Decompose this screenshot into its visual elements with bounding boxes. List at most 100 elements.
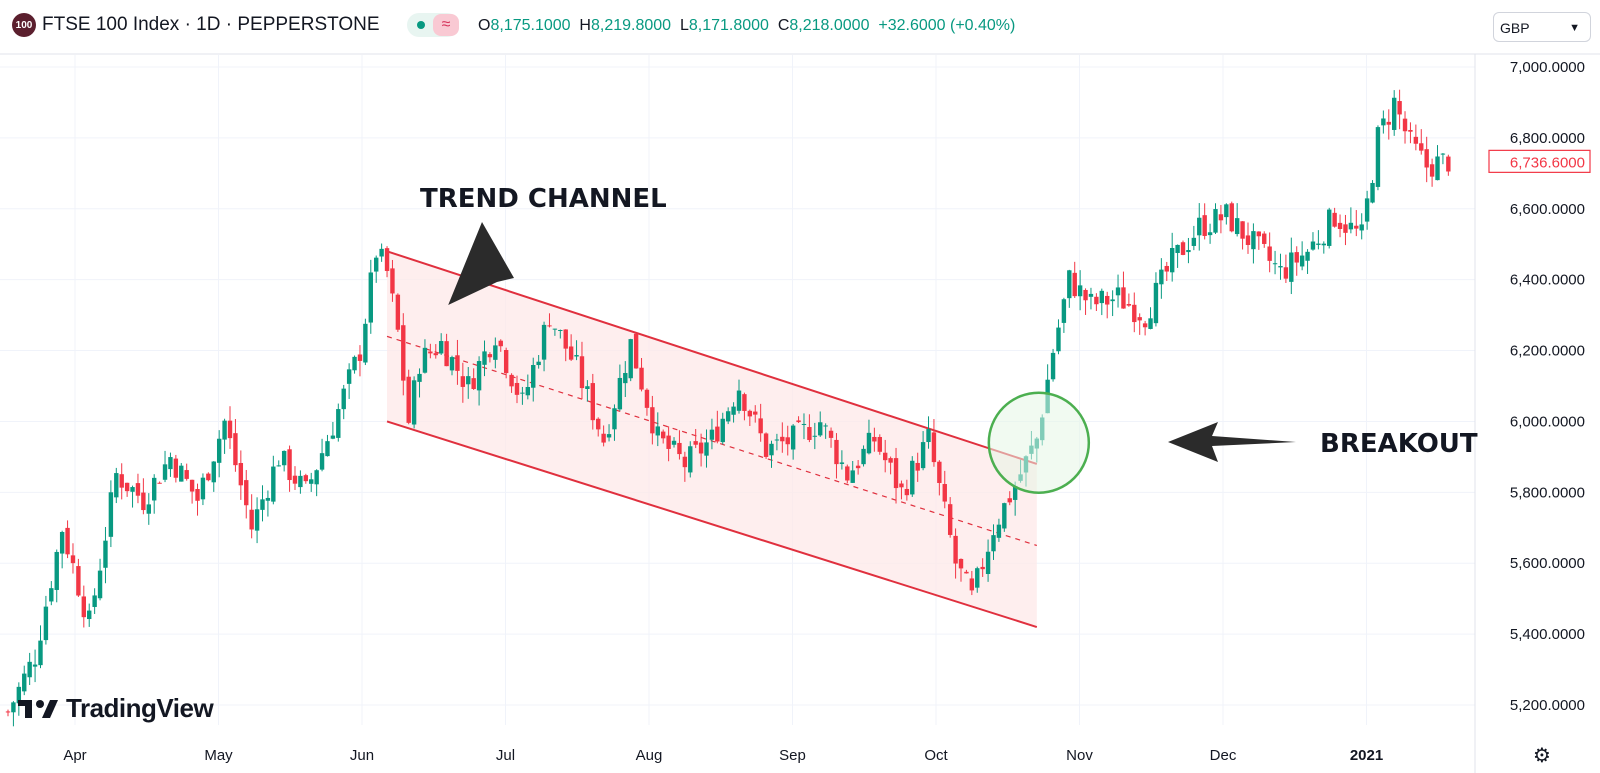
candle-body: [639, 367, 644, 390]
candle-body: [1186, 250, 1191, 253]
last-price-value: 6,736.6000: [1510, 154, 1585, 171]
candle-body: [1137, 317, 1142, 321]
candle-body: [633, 333, 639, 369]
candle-body: [818, 422, 823, 436]
candle-body: [487, 354, 493, 358]
y-tick-label: 6,400.0000: [1510, 272, 1585, 289]
candle-body: [330, 435, 336, 439]
candle-body: [314, 470, 319, 485]
candle-body: [428, 351, 433, 354]
candle-body: [812, 435, 818, 437]
candle-body: [1218, 214, 1224, 221]
symbol-title[interactable]: FTSE 100 Index · 1D · PEPPERSTONE: [42, 14, 380, 35]
candle-body: [910, 460, 915, 495]
candle-body: [5, 711, 11, 713]
candle-body: [1408, 129, 1413, 132]
y-tick-label: 7,000.0000: [1510, 59, 1585, 76]
candle-body: [693, 441, 698, 445]
candle-body: [16, 686, 22, 704]
tradingview-logo[interactable]: TradingView: [18, 693, 214, 724]
y-tick-label: 6,000.0000: [1510, 413, 1585, 430]
currency-select[interactable]: GBP ▼: [1493, 12, 1591, 42]
candle-body: [677, 442, 682, 455]
candle-body: [1310, 241, 1316, 250]
candle-body: [130, 487, 135, 492]
last-price-box: [1488, 149, 1591, 173]
y-tick-label: 5,600.0000: [1510, 555, 1585, 572]
candle-body: [1169, 248, 1175, 273]
candle-body: [482, 351, 487, 365]
candle-body: [384, 248, 390, 271]
candle-body: [1002, 503, 1007, 529]
x-tick-label: Aug: [636, 747, 663, 764]
wave-icon[interactable]: ≈: [433, 14, 459, 36]
candle-body: [1267, 246, 1272, 261]
grid: 5,200.0000 5,400.0000 5,600.0000 5,800.0000…: [0, 55, 1585, 764]
candle-body: [606, 434, 612, 438]
low-value: 8,171.8000: [688, 17, 769, 34]
candle-body: [135, 483, 141, 496]
candle-body: [975, 568, 980, 588]
candle-body: [861, 448, 866, 465]
candle-body: [444, 341, 449, 367]
candle-body: [179, 465, 184, 482]
candle-body: [411, 380, 417, 425]
candle-body: [964, 571, 969, 574]
candle-body: [1316, 243, 1321, 245]
candle-body: [162, 464, 168, 480]
candle-body: [363, 323, 368, 363]
candle-body: [336, 409, 341, 438]
high-key: H: [579, 17, 591, 34]
candle-body: [758, 418, 763, 434]
candle-body: [617, 377, 623, 410]
candle-body: [839, 462, 845, 464]
candle-body: [1077, 285, 1083, 297]
candle-body: [769, 443, 774, 456]
candle-body: [731, 406, 736, 415]
candle-body: [254, 509, 260, 531]
candle-body: [774, 439, 780, 441]
candle-body: [1245, 235, 1251, 245]
candle-body: [926, 429, 931, 443]
symbol-badge[interactable]: 100: [12, 13, 36, 37]
low-key: L: [679, 17, 689, 34]
candle-body: [1413, 136, 1419, 144]
candle-body: [1105, 295, 1110, 305]
candle-body: [341, 388, 346, 410]
candle-body: [785, 437, 790, 445]
candle-body: [1348, 222, 1354, 230]
candle-body: [525, 386, 531, 396]
candle-body: [1256, 231, 1262, 237]
candle-body: [547, 325, 552, 327]
candle-body: [87, 610, 92, 620]
candle-body: [222, 420, 227, 440]
change-value: +32.6000 (+0.40%): [878, 17, 1016, 34]
candle-body: [1061, 299, 1067, 323]
candle-body: [1359, 224, 1364, 231]
candle-body: [1175, 244, 1180, 253]
x-tick-label: Oct: [924, 747, 948, 764]
chart-header: 100 FTSE 100 Index · 1D · PEPPERSTONE ≈ …: [0, 0, 1600, 54]
last-price-tag: 6,736.6000: [1488, 149, 1591, 173]
candle-body: [958, 558, 964, 569]
candles: [5, 89, 1451, 727]
market-status-pill[interactable]: ≈: [407, 13, 459, 37]
candle-body: [1159, 269, 1164, 285]
candle-body: [1305, 251, 1310, 261]
candle-body: [1381, 118, 1386, 126]
candle-body: [433, 353, 438, 356]
settings-gear-icon[interactable]: ⚙: [1533, 745, 1551, 767]
candle-body: [114, 473, 119, 498]
candle-body: [76, 566, 81, 596]
y-tick-label: 5,800.0000: [1510, 484, 1585, 501]
candle-body: [1207, 232, 1213, 236]
candle-body: [216, 438, 222, 463]
candle-body: [1180, 242, 1186, 255]
candle-body: [108, 492, 114, 537]
candle-body: [32, 664, 38, 667]
candle-body: [65, 527, 70, 555]
y-tick-label: 6,800.0000: [1510, 130, 1585, 147]
candle-body: [1224, 204, 1229, 218]
ohlc-readout: O8,175.1000 H8,219.8000 L8,171.8000 C8,2…: [478, 17, 1015, 35]
